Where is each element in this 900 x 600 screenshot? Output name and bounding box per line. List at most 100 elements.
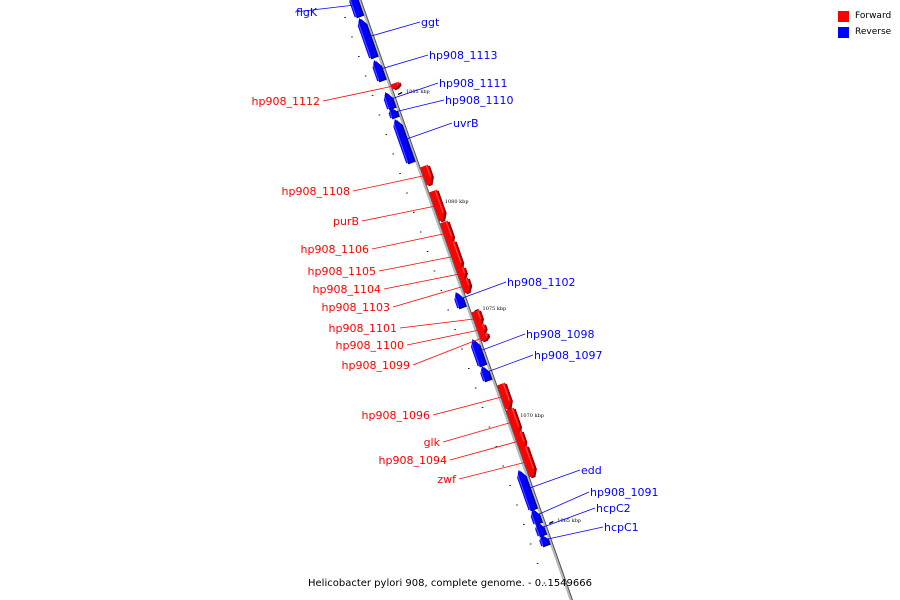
gene-leader-line [377,54,429,71]
axis-line [358,0,572,600]
gene-hp908_1102[interactable] [453,291,467,310]
minor-tick [392,153,395,155]
gene-highlight [445,221,453,237]
gene-hp908_1098[interactable] [469,338,488,368]
gene-hp908_1097[interactable] [479,365,493,383]
gene-uvrB[interactable] [392,118,416,165]
minor-tick [358,56,360,57]
gene-label[interactable]: glk [424,436,441,449]
major-tick [397,91,403,96]
gene-hp908_1091[interactable] [529,508,544,526]
gene-edd[interactable] [515,469,539,512]
minor-tick [454,329,456,330]
gene-hcpC2[interactable] [534,521,548,538]
gene-leader-line [371,232,448,250]
minor-tick [509,485,511,486]
minor-tick [481,407,484,408]
gene-highlight [515,470,531,510]
forward-swatch [838,10,849,22]
axis-tick-label: 1075 kbp [483,306,507,312]
gene-highlight [477,310,481,319]
gene-label[interactable]: uvrB [453,117,479,130]
gene-highlight [538,535,544,546]
minor-tick [385,134,388,135]
axis-shadow [359,0,574,600]
gene-arrow [470,338,486,367]
gene-label[interactable]: hp908_1104 [313,283,381,296]
gene-leader-line [352,174,428,192]
gene-leader-line [539,507,596,529]
minor-tick [488,426,491,428]
gene-label[interactable]: hp908_1101 [329,322,397,335]
minor-tick [399,173,401,174]
gene-label[interactable]: hp908_1110 [445,94,513,107]
gene-flgK[interactable] [348,0,365,19]
minor-tick [536,563,539,564]
gene-leader-line [449,440,522,461]
gene-arrow [372,59,385,82]
gene-label[interactable]: hp908_1112 [252,95,320,108]
gene-label[interactable]: hp908_1097 [534,349,602,362]
gene-arrow [388,107,398,119]
gene-label[interactable]: hp908_1111 [439,77,507,90]
gene-leader-line [432,395,506,416]
gene-leader-line [534,491,590,517]
gene-leader-line [387,82,439,101]
gene-label[interactable]: hcpC2 [596,502,631,515]
gene-leader-line [458,281,507,300]
gene-label[interactable]: hp908_1106 [301,243,369,256]
gene-label[interactable]: edd [581,464,602,477]
minor-tick [502,465,505,467]
gene-leader-line [294,4,355,13]
axis-tick-label: 1070 kbp [520,413,544,419]
gene-leader-line [383,273,463,290]
gene-highlight [469,339,480,366]
gene-hp908_1111[interactable] [382,91,397,111]
gene-highlight [502,383,510,401]
strand-legend: Forward Reverse [838,8,891,40]
legend-reverse-label: Reverse [855,27,892,37]
gene-leader-line [322,85,396,102]
gene-hp908_1110[interactable] [388,107,400,120]
minor-tick [543,582,546,584]
gene-label[interactable]: hp908_1094 [379,454,447,467]
minor-tick [440,290,443,291]
gene-label[interactable]: hp908_1105 [308,265,376,278]
gene-leader-line [378,255,456,272]
gene-label[interactable]: hp908_1108 [282,185,350,198]
gene-label[interactable]: hp908_1102 [507,276,575,289]
gene-leader-line [361,205,439,222]
gene-label[interactable]: hp908_1098 [526,328,594,341]
gene-label[interactable]: ggt [421,16,440,29]
axis-tick-label: 1065 kbp [557,518,581,524]
gene-label[interactable]: hp908_1096 [362,409,430,422]
gene-label[interactable]: hcpC1 [604,521,639,534]
gene-label[interactable]: zwf [437,473,457,486]
gene-arrow [349,0,363,18]
gene-highlight [534,522,540,536]
gene-leader-line [365,21,421,38]
minor-tick [461,348,463,350]
gene-hcpC1[interactable] [538,534,551,548]
gene-label[interactable]: hp908_1103 [322,301,390,314]
gene-label[interactable]: purB [333,215,359,228]
gene-highlight [349,0,357,17]
gene-hp908_1113[interactable] [371,59,387,83]
gene-ggt[interactable] [356,17,379,60]
gene-highlight [461,267,465,274]
minor-tick [413,212,415,213]
gene-arrow [393,118,414,164]
gene-label[interactable]: hp908_1099 [342,359,410,372]
gene-label[interactable]: hp908_1113 [429,49,497,62]
gene-label[interactable]: hp908_1100 [336,339,404,352]
gene-highlight [524,446,534,469]
gene-highlight [382,92,390,109]
gene-leader-line [525,469,581,490]
axis-tick-label: 1080 kbp [445,199,469,205]
gene-highlight [529,509,536,524]
gene-label[interactable]: hp908_1091 [590,486,658,499]
minor-tick [433,270,436,272]
gene-label[interactable]: flgK [296,6,318,19]
